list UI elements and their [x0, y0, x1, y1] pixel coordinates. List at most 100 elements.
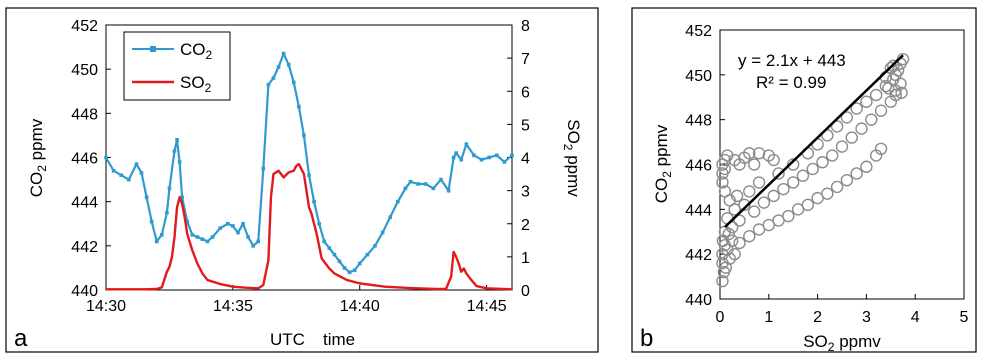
co2-point: [494, 153, 499, 158]
b-y-tick-label: 448: [685, 113, 712, 130]
scatter-point: [840, 111, 854, 124]
co2-point: [241, 221, 245, 226]
panel-a-right-ylabel: SO2 ppmv: [561, 119, 583, 197]
scatter-point: [821, 187, 834, 200]
co2-point: [276, 65, 281, 69]
scatter-point: [777, 182, 790, 196]
co2-point: [431, 186, 436, 191]
co2-point: [502, 160, 507, 164]
co2-point: [337, 259, 342, 264]
co2-point: [111, 168, 116, 173]
scatter-point: [850, 167, 863, 180]
co2-point: [286, 62, 291, 67]
co2-point: [210, 235, 215, 239]
co2-point: [195, 235, 200, 239]
co2-point: [297, 104, 301, 109]
a-y-left-tick-label: 446: [71, 151, 98, 168]
co2-point: [205, 239, 210, 244]
co2-point: [167, 186, 172, 191]
co2-point: [271, 76, 276, 80]
co2-point: [251, 244, 255, 248]
a-y-right-tick-label: 5: [521, 117, 530, 134]
co2-point: [342, 266, 347, 270]
b-x-tick-label: 2: [813, 309, 822, 326]
co2-point: [510, 153, 514, 158]
co2-point: [312, 199, 316, 204]
co2-point: [487, 155, 491, 160]
legend-box: [123, 31, 231, 101]
panel-a-legend: CO2 SO2: [123, 31, 231, 101]
b-y-tick-label: 446: [685, 158, 712, 175]
a-y-right-tick-label: 7: [521, 51, 530, 68]
a-y-right-tick-label: 8: [521, 18, 530, 35]
co2-point: [396, 199, 400, 204]
a-y-right-tick-label: 4: [521, 151, 530, 168]
a-y-left-tick-label: 448: [71, 106, 98, 123]
co2-point: [149, 219, 154, 224]
scatter-point: [716, 176, 729, 189]
scatter-point: [874, 142, 888, 156]
co2-point: [160, 232, 164, 237]
co2-point: [200, 237, 205, 242]
scatter-point: [728, 247, 741, 261]
co2-point: [332, 252, 337, 257]
b-x-tick-label: 1: [764, 309, 773, 326]
scatter-point: [835, 140, 849, 153]
panel-a-xlabel-utc: UTC: [270, 330, 305, 349]
scatter-point: [733, 214, 746, 227]
co2-point: [307, 173, 311, 177]
scatter-point: [830, 120, 844, 133]
co2-point: [154, 239, 159, 244]
co2-point: [317, 221, 321, 226]
co2-point: [261, 166, 266, 171]
b-x-tick-label: 5: [960, 309, 969, 326]
co2-point: [104, 155, 108, 160]
scatter-point: [743, 147, 756, 160]
panel-b-xlabel: SO2 ppmv: [803, 332, 881, 354]
panel-b-fit-line: [724, 54, 904, 228]
a-y-right-tick-label: 1: [521, 250, 530, 267]
scatter-point: [718, 162, 732, 176]
co2-point: [357, 261, 362, 266]
co2-point: [256, 239, 261, 244]
panel-a-xlabel-time: time: [323, 330, 355, 349]
scatter-point: [716, 274, 729, 288]
scatter-point: [874, 104, 888, 117]
b-y-tick-label: 452: [685, 23, 712, 40]
panel-a-left-ylabel: CO2 ppmv: [27, 118, 49, 197]
co2-point: [175, 138, 179, 142]
co2-point: [423, 182, 428, 186]
scatter-point: [730, 189, 744, 203]
scatter-point: [716, 234, 730, 247]
b-y-tick-label: 440: [685, 292, 712, 309]
scatter-point: [887, 59, 900, 73]
panel-a-series: [104, 50, 514, 291]
scatter-point: [722, 227, 735, 241]
scatter-point: [840, 173, 854, 187]
co2-point: [127, 177, 131, 182]
scatter-point: [787, 176, 800, 189]
co2-point: [454, 151, 458, 155]
scatter-point: [806, 162, 819, 176]
co2-point: [408, 179, 413, 184]
fit-equation: y = 2.1x + 443: [738, 51, 846, 70]
b-x-tick-label: 4: [911, 309, 920, 326]
a-y-left-tick-label: 442: [71, 239, 98, 256]
co2-point: [226, 221, 230, 226]
scatter-point: [860, 160, 873, 173]
scatter-point: [801, 198, 815, 212]
co2-point: [218, 226, 222, 230]
b-x-tick-label: 3: [862, 309, 871, 326]
co2-point: [464, 142, 469, 147]
scatter-point: [757, 196, 771, 209]
b-y-tick-label: 444: [685, 202, 712, 219]
scatter-point: [733, 236, 746, 250]
scatter-point: [855, 122, 868, 135]
panel-a-label: a: [14, 325, 28, 352]
fit-r-squared: R² = 0.99: [756, 73, 826, 92]
co2-point: [365, 252, 370, 257]
co2-point: [347, 270, 352, 275]
co2-point: [236, 230, 240, 235]
scatter-point: [796, 169, 810, 182]
co2-point: [134, 162, 139, 166]
